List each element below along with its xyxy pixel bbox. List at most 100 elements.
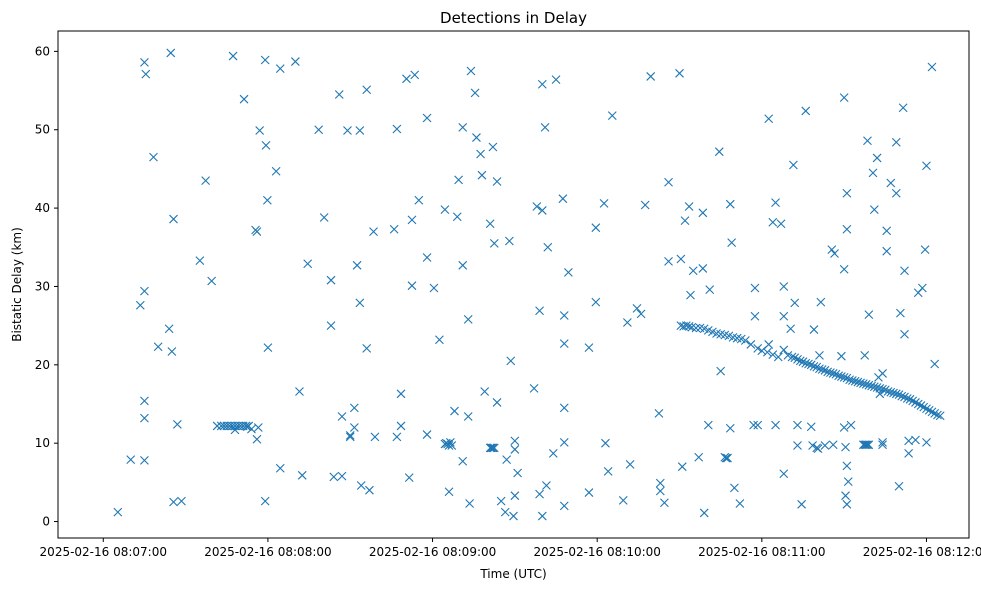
data-point-0-164 [714,147,724,157]
data-points [113,48,945,521]
data-point-0-36 [297,470,307,480]
data-point-0-79 [444,487,454,497]
data-point-0-27 [260,496,270,506]
data-point-0-49 [349,403,359,413]
data-point-0-209 [842,499,852,509]
data-point-0-92 [476,149,485,159]
data-point-0-43 [334,90,344,99]
data-point-0-55 [362,85,372,95]
data-point-0-329 [869,382,879,392]
data-point-0-83 [458,122,468,132]
data-point-0-230 [900,329,909,339]
data-point-0-231 [904,448,914,458]
x-tick-label-5: 2025-02-16 08:12:00 [863,545,981,559]
data-point-0-94 [480,387,490,396]
data-point-0-138 [618,495,628,505]
data-point-0-123 [558,194,568,204]
data-point-0-70 [414,195,424,205]
data-point-0-227 [896,308,905,318]
data-point-0-290 [740,336,750,345]
data-point-0-228 [898,103,908,113]
data-point-0-167 [721,453,731,463]
data-point-0-319 [842,373,852,383]
data-point-0-206 [841,491,850,501]
y-tick-label-5: 50 [35,123,50,137]
data-point-0-120 [543,242,553,252]
data-point-0-243 [861,440,871,450]
data-point-0-113 [535,306,544,316]
data-point-0-168 [723,453,732,463]
data-point-0-115 [537,79,547,89]
data-point-0-161 [699,508,709,518]
data-point-0-137 [607,111,617,121]
data-point-0-307 [809,361,819,371]
data-point-0-265 [253,423,263,432]
data-point-0-198 [816,297,826,307]
data-point-0-176 [750,311,760,321]
data-point-0-88 [465,499,474,508]
data-point-0-270 [489,443,499,453]
data-point-0-186 [786,324,796,334]
data-point-0-201 [828,440,838,450]
y-axis: 0 10 20 30 40 50 60 [35,44,58,529]
data-point-0-33 [275,463,285,473]
data-point-0-235 [917,283,927,293]
data-point-0-305 [804,359,813,369]
data-point-0-75 [435,335,444,345]
data-point-0-323 [853,377,863,387]
data-point-0-301 [793,354,802,364]
data-point-0-7 [140,413,149,423]
data-point-0-199 [827,245,837,255]
data-point-0-181 [771,198,780,208]
data-point-0-334 [883,387,893,396]
data-point-0-107 [510,436,520,446]
data-point-0-187 [788,160,798,170]
data-point-0-276 [684,322,694,331]
data-point-0-311 [820,365,830,375]
data-point-0-6 [140,396,149,406]
data-point-0-65 [402,74,411,84]
data-point-0-148 [660,498,669,508]
data-point-0-304 [801,358,811,368]
data-point-0-356 [878,369,887,378]
data-point-0-140 [625,459,635,469]
data-point-0-345 [913,399,923,409]
data-point-0-144 [646,72,656,81]
data-point-0-129 [563,267,573,277]
data-point-0-108 [510,491,520,501]
data-point-0-9 [149,152,158,162]
data-point-0-247 [820,441,830,450]
data-point-0-313 [826,368,835,378]
data-point-0-358 [793,441,802,450]
data-point-0-53 [355,298,365,308]
y-tick-label-1: 10 [35,436,50,450]
data-point-0-321 [847,376,857,385]
data-point-0-268 [487,443,496,453]
data-point-0-72 [422,253,432,262]
data-point-0-193 [808,441,817,450]
data-point-0-346 [916,401,926,410]
data-point-0-154 [680,216,690,226]
data-point-0-57 [365,485,374,495]
data-point-0-76 [440,205,450,215]
data-point-0-32 [275,64,285,74]
data-point-0-56 [362,343,372,353]
data-point-0-141 [632,304,642,313]
data-point-0-211 [843,477,853,486]
data-point-0-119 [542,481,551,490]
data-point-0-41 [326,321,336,331]
data-point-0-25 [255,126,265,135]
data-point-0-20 [207,276,217,286]
data-point-0-237 [922,438,931,447]
data-point-0-213 [863,136,872,146]
data-point-0-170 [725,199,735,209]
data-point-0-262 [247,424,256,434]
data-point-0-15 [172,419,182,429]
data-point-0-153 [677,462,687,472]
data-point-0-97 [488,142,498,152]
data-point-0-111 [529,383,539,393]
data-point-0-292 [753,343,763,353]
data-point-0-69 [410,70,420,80]
data-point-0-291 [746,340,756,349]
